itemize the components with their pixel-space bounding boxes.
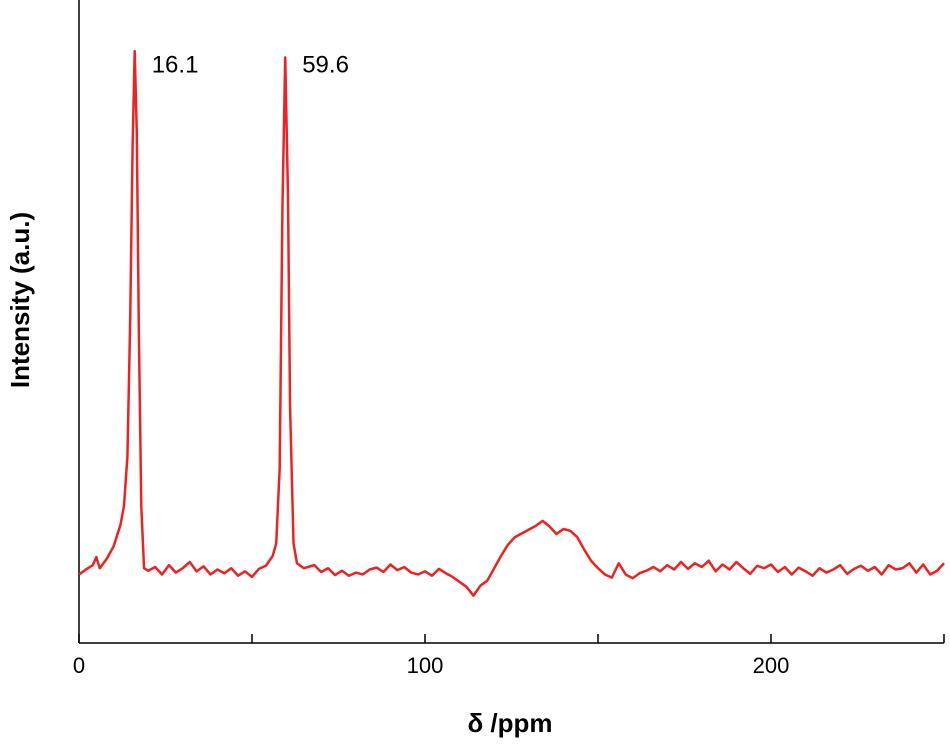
x-tick-label: 100	[407, 653, 444, 678]
y-axis-title: Intensity (a.u.)	[5, 212, 35, 388]
x-tick-label: 0	[73, 653, 85, 678]
peak-annotation: 16.1	[152, 51, 199, 78]
x-axis-title: δ /ppm	[467, 708, 552, 738]
x-tick-label: 200	[753, 653, 790, 678]
peak-annotation: 59.6	[302, 51, 349, 78]
spectrum-line	[78, 49, 945, 597]
